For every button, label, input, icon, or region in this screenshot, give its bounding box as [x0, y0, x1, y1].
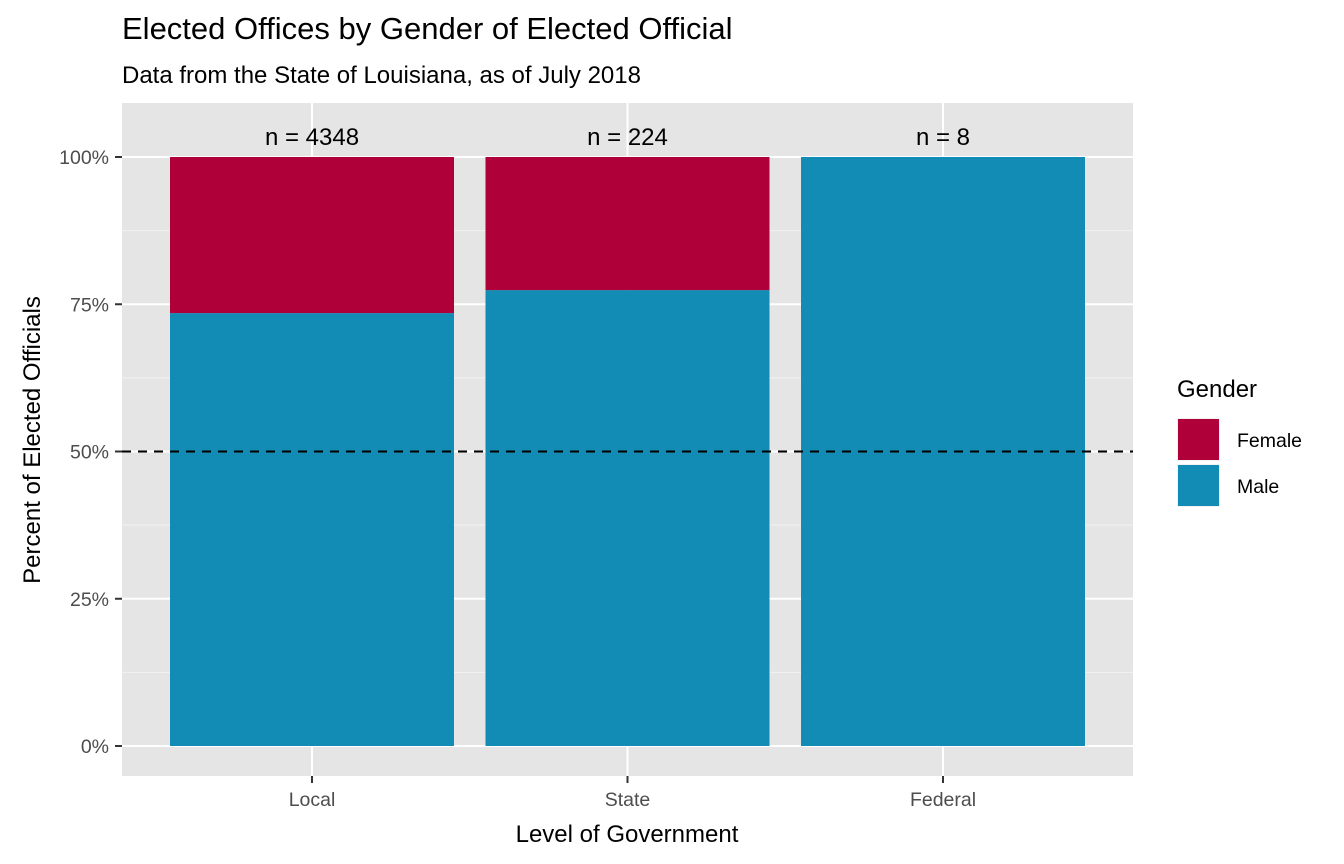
bar-male-state — [485, 290, 770, 746]
legend-swatch-female — [1178, 419, 1219, 460]
bar-male-local — [170, 313, 454, 746]
y-tick-label: 75% — [70, 294, 109, 316]
x-axis-title: Level of Government — [516, 821, 739, 848]
x-tick-label: State — [605, 789, 651, 811]
bar-female-local — [170, 157, 454, 314]
y-axis: 0% 25% 50% 75% 100% — [59, 147, 122, 758]
x-tick-label: Local — [289, 789, 336, 811]
chart-subtitle: Data from the State of Louisiana, as of … — [122, 62, 641, 89]
chart-title: Elected Offices by Gender of Elected Off… — [122, 11, 733, 46]
x-axis: Local State Federal — [289, 776, 976, 811]
legend-title: Gender — [1177, 376, 1257, 403]
y-tick-label: 100% — [59, 147, 109, 169]
y-tick-label: 0% — [81, 736, 109, 758]
count-label: n = 4348 — [265, 124, 359, 151]
legend: Gender Female Male — [1177, 376, 1302, 507]
y-axis-title: Percent of Elected Officials — [19, 296, 46, 584]
legend-label-female: Female — [1237, 430, 1302, 452]
bar-female-state — [485, 157, 770, 291]
count-label: n = 8 — [916, 124, 970, 151]
x-tick-label: Federal — [910, 789, 976, 811]
legend-swatch-male — [1178, 465, 1219, 506]
legend-label-male: Male — [1237, 476, 1279, 498]
y-tick-label: 50% — [70, 442, 109, 464]
count-label: n = 224 — [587, 124, 668, 151]
bars — [170, 157, 1085, 746]
count-labels: n = 4348 n = 224 n = 8 — [265, 124, 970, 151]
y-tick-label: 25% — [70, 589, 109, 611]
